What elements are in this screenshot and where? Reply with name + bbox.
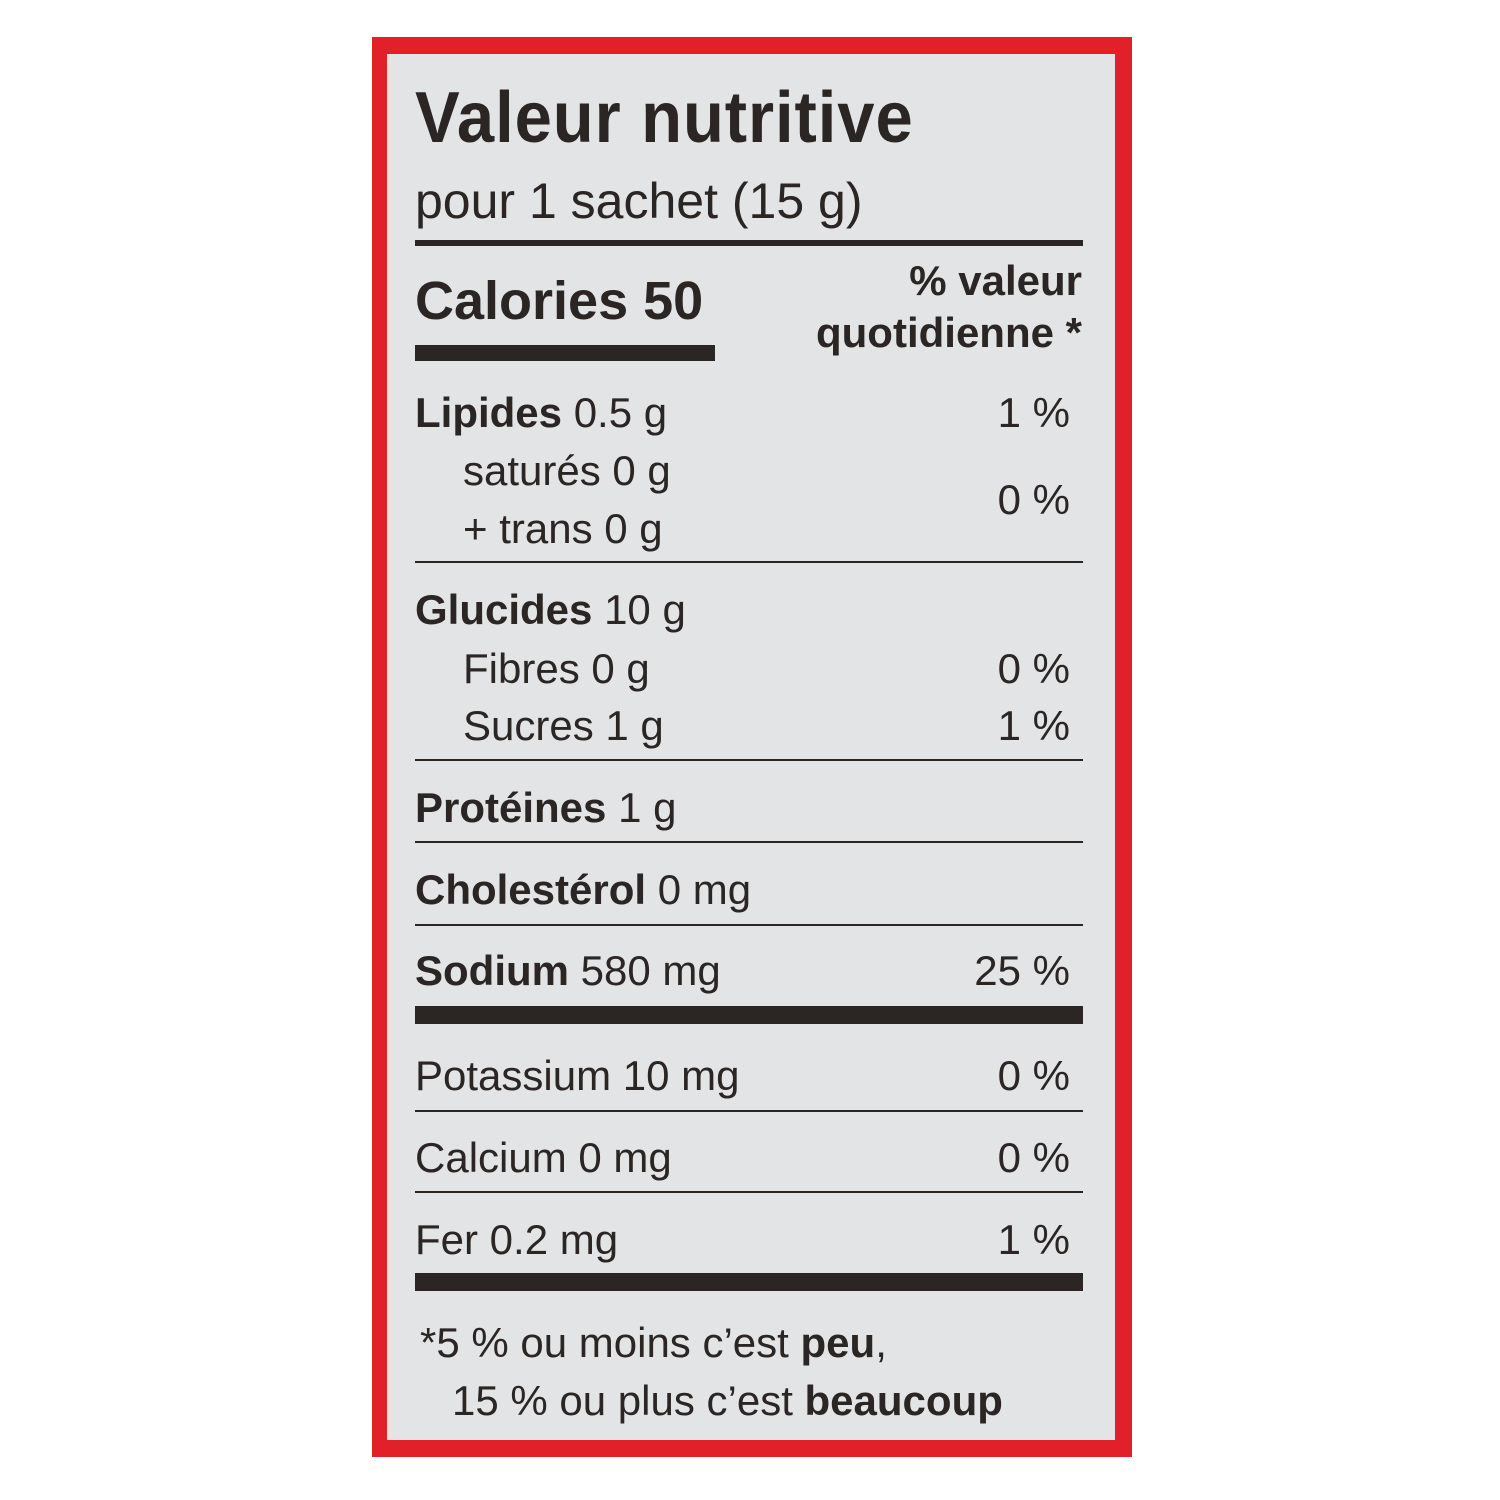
footnote-line2-text: 15 % ou plus c’est <box>452 1377 805 1424</box>
cholesterol-name: Cholestérol <box>415 866 647 913</box>
sodium-amount: 580 mg <box>580 947 721 994</box>
footnote-line1-text: *5 % ou moins c’est <box>420 1319 801 1366</box>
proteines-amount: 1 g <box>618 784 677 831</box>
fer-thick-rule <box>415 1273 1083 1291</box>
satures-line: saturés 0 g <box>463 447 671 494</box>
calories-thick-rule <box>415 345 715 361</box>
label-title: Valeur nutritive <box>415 78 914 158</box>
sucres-line: Sucres 1 g <box>463 702 664 749</box>
potassium-line: Potassium 10 mg <box>415 1052 740 1099</box>
glucides-name: Glucides <box>415 586 593 633</box>
rule-after-potassium <box>415 1110 1083 1112</box>
footnote-beaucoup: beaucoup <box>804 1377 1003 1424</box>
sodium-thick-rule <box>415 1006 1083 1024</box>
footnote-line1-comma: , <box>875 1319 887 1366</box>
nutrition-facts-panel <box>387 54 1115 1440</box>
fibres-dv: 0 % <box>997 645 1070 692</box>
rule-after-calcium <box>415 1191 1083 1193</box>
rule-after-proteines <box>415 841 1083 843</box>
sucres-dv: 1 % <box>997 702 1070 749</box>
calcium-dv: 0 % <box>997 1134 1070 1181</box>
proteines-name: Protéines <box>415 784 607 831</box>
cholesterol-line: Cholestérol 0 mg <box>415 869 751 911</box>
rule-after-lipides <box>415 561 1083 563</box>
dv-header-line1: % valeur <box>909 257 1082 304</box>
calories-value: 50 <box>643 271 704 331</box>
sodium-name: Sodium <box>415 947 569 994</box>
sodium-dv: 25 % <box>974 947 1070 994</box>
fibres-line: Fibres 0 g <box>463 645 650 692</box>
dv-header-line2: quotidienne * <box>816 309 1082 356</box>
footnote-line2: 15 % ou plus c’est beaucoup <box>452 1380 1003 1422</box>
calcium-line: Calcium 0 mg <box>415 1134 672 1181</box>
trans-line: + trans 0 g <box>463 505 663 552</box>
lipides-line: Lipides 0.5 g <box>415 392 667 434</box>
rule-after-glucides <box>415 759 1083 761</box>
lipides-name: Lipides <box>415 389 563 436</box>
footnote-peu: peu <box>800 1319 876 1366</box>
footnote-line1: *5 % ou moins c’est peu, <box>420 1322 887 1364</box>
glucides-amount: 10 g <box>604 586 686 633</box>
calories-line: Calories 50 <box>415 274 703 328</box>
lipides-amount: 0.5 g <box>573 389 668 436</box>
satures-trans-dv: 0 % <box>997 476 1070 523</box>
glucides-line: Glucides 10 g <box>415 589 686 631</box>
serving-size: pour 1 sachet (15 g) <box>415 173 863 229</box>
rule-after-cholesterol <box>415 924 1083 926</box>
calories-label: Calories <box>415 271 629 331</box>
rule-under-serving <box>415 240 1083 246</box>
cholesterol-amount: 0 mg <box>657 866 752 913</box>
lipides-dv: 1 % <box>997 389 1070 436</box>
potassium-dv: 0 % <box>997 1052 1070 1099</box>
sodium-line: Sodium 580 mg <box>415 950 721 992</box>
proteines-line: Protéines 1 g <box>415 787 676 829</box>
fer-dv: 1 % <box>997 1216 1070 1263</box>
fer-line: Fer 0.2 mg <box>415 1216 619 1263</box>
